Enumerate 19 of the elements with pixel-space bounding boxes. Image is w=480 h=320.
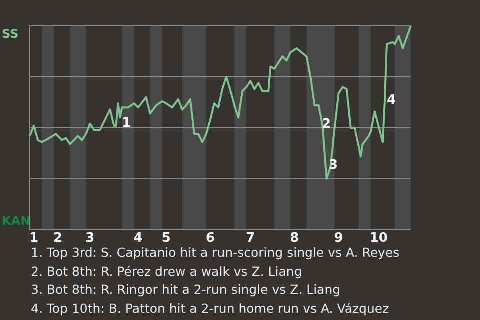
x-tick-label: 7 [246, 231, 256, 246]
x-tick-label: 5 [162, 231, 171, 246]
text: 2. Bot 8th: R. Pérez drew a walk vs Z. Liang [31, 262, 304, 281]
x-tick-label: 2 [54, 231, 63, 246]
annotation: 2 [322, 117, 332, 132]
annotation: 1 [122, 116, 132, 131]
text: 3. Bot 8th: R. Ringor hit a 2-run single vs Z. Liang [31, 281, 342, 299]
x-tick-label: 3 [86, 231, 95, 246]
text: 1. Top 3rd: S. Capitanio hit a run-scoring single vs A. Reyes [31, 244, 400, 262]
x-tick-label: 8 [290, 231, 300, 246]
x-tick-label: 6 [206, 231, 215, 246]
text: 4. Top 10th: B. Patton hit a 2-run home run vs A. Vázquez [31, 300, 390, 318]
x-tick-label: 4 [134, 231, 143, 246]
x-tick-label: 10 [370, 231, 388, 246]
x-tick-label: 9 [334, 231, 344, 246]
text: SS [2, 27, 19, 42]
annotation: 4 [387, 93, 396, 108]
annotation: KAN [2, 214, 31, 229]
x-tick-label: 1 [29, 231, 39, 246]
